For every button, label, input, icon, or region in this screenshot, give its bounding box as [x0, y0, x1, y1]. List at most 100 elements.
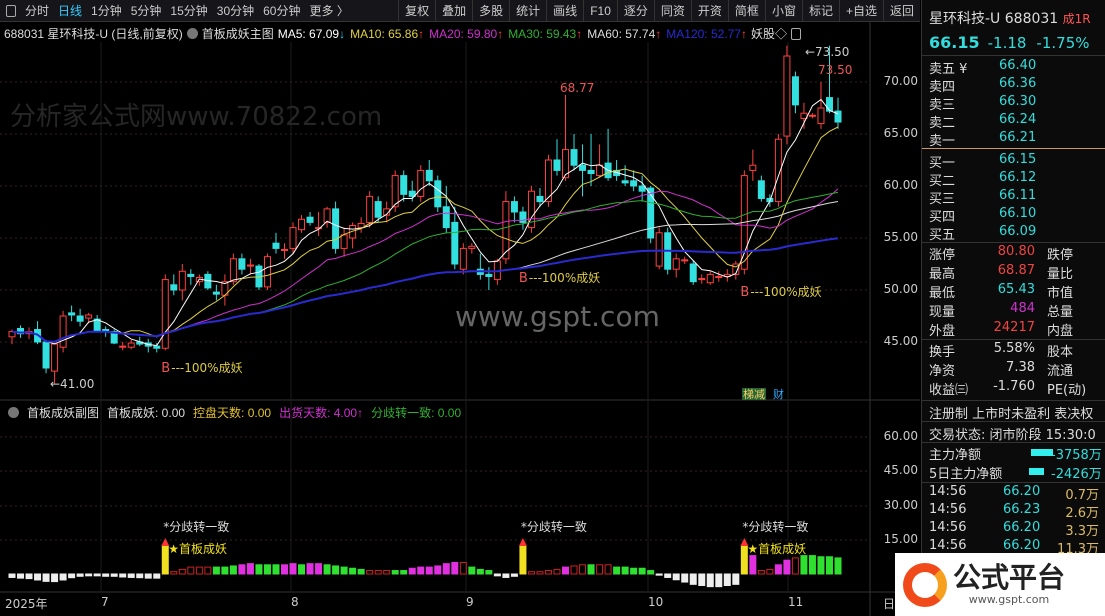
- sub-signal-label: *分歧转一致: [163, 519, 229, 534]
- indicator-bar: [800, 555, 808, 575]
- sub-legend: 首板成妖副图 首板成妖: 0.00 控盘天数: 0.00 出货天数: 4.00↑ 分歧…: [8, 404, 461, 421]
- indicator-bar: [349, 567, 357, 575]
- period-tab[interactable]: 5分钟: [130, 4, 162, 18]
- candle-body: [527, 190, 535, 229]
- candle: [263, 253, 271, 290]
- sub-formula-menu-icon[interactable]: [8, 407, 19, 418]
- toolbar-button[interactable]: 叠加: [435, 0, 472, 22]
- kline-chart[interactable]: 分析家公式网www.70822.com www.gspt.com 68.77 ←73.…: [0, 0, 920, 616]
- period-tab[interactable]: 15分钟: [170, 4, 208, 18]
- divider: [922, 482, 1105, 483]
- candle-body: [502, 201, 510, 260]
- period-tab[interactable]: 分时: [25, 4, 50, 18]
- formula-menu-icon[interactable]: [186, 28, 198, 39]
- tick-time: 14:56: [929, 484, 967, 499]
- indicator-bar: [383, 570, 391, 575]
- ma-direction-icon: ↑: [576, 26, 583, 41]
- sub-formula-name[interactable]: 首板成妖副图: [27, 406, 100, 420]
- panel-toggle-icon[interactable]: [6, 4, 16, 17]
- flow-value: -3758万: [1051, 448, 1102, 463]
- candle-body: [280, 248, 288, 251]
- period-tab[interactable]: 60分钟: [263, 4, 301, 18]
- quote-title: 星环科技-U 688031 成1R: [929, 8, 1091, 28]
- indicator-bar: [579, 564, 587, 575]
- candle: [476, 253, 484, 280]
- toolbar-button[interactable]: 逐分: [616, 0, 654, 22]
- toolbar-button[interactable]: 画线: [546, 0, 583, 22]
- indicator-bar: [791, 557, 799, 575]
- period-tab[interactable]: 1分钟: [91, 4, 122, 18]
- toolbar-button[interactable]: 小窗: [764, 0, 802, 22]
- toolbar-button[interactable]: +自选: [838, 0, 883, 22]
- candle: [630, 170, 638, 192]
- tick-time: 14:56: [929, 538, 967, 553]
- ma5-line: [11, 98, 839, 347]
- legend-toggle-icon[interactable]: [791, 27, 802, 40]
- candle-body: [127, 342, 135, 348]
- candle-body: [229, 258, 237, 283]
- candle-body: [689, 263, 697, 283]
- candle: [655, 227, 663, 270]
- badge-cai: 财: [773, 387, 784, 401]
- indicator-bar: [740, 545, 748, 575]
- candle-body: [630, 180, 638, 187]
- candle-body: [757, 180, 765, 199]
- ma-legend-item: MA60: 57.74↑: [587, 27, 661, 41]
- toolbar-button[interactable]: 复权: [398, 0, 435, 22]
- candle-body: [425, 169, 433, 182]
- quote-row: 收益㈢ -1.760 PE(动): [929, 379, 1105, 398]
- signal-b: B: [740, 285, 749, 300]
- bid-price: 66.15: [999, 152, 1037, 167]
- candle: [246, 258, 254, 275]
- indicator-bar: [732, 573, 740, 585]
- candle: [161, 274, 169, 351]
- divider: [922, 421, 1105, 422]
- period-tab[interactable]: 30分钟: [216, 4, 255, 18]
- formula-name[interactable]: 首板成妖主图: [201, 27, 274, 41]
- indicator-bar: [340, 566, 348, 575]
- signal-label: B ---100%成妖: [740, 285, 821, 300]
- indicator-bar: [613, 566, 621, 575]
- period-tab[interactable]: 更多 〉: [309, 4, 349, 18]
- last-price: 66.15: [929, 33, 980, 52]
- candle: [119, 342, 127, 351]
- indicator-bar: [706, 573, 714, 588]
- toolbar-button[interactable]: 开资: [690, 0, 728, 22]
- date-tick: 7: [101, 595, 109, 609]
- candle-body: [510, 201, 518, 213]
- indicator-bar: [672, 573, 680, 581]
- indicator-bar: [425, 566, 433, 575]
- tick-price: 66.23: [1003, 502, 1041, 517]
- bid-price: 66.10: [999, 206, 1037, 221]
- toolbar-button[interactable]: F10: [583, 0, 617, 22]
- toolbar-button[interactable]: 标记: [801, 0, 839, 22]
- candle: [579, 144, 587, 197]
- signal-text: ---100%成妖: [529, 271, 600, 285]
- candle-body: [153, 345, 161, 349]
- candle-body: [817, 107, 825, 125]
- indicator-bar: [834, 557, 842, 575]
- indicator-bar: [536, 571, 544, 575]
- candle-body: [553, 159, 561, 171]
- toolbar-button[interactable]: 返回: [882, 0, 920, 22]
- indicator-bar: [102, 573, 110, 577]
- candle-body: [212, 291, 220, 295]
- indicator-bar: [315, 563, 323, 575]
- candle: [468, 243, 476, 254]
- candle: [451, 206, 459, 270]
- ma-value: MA5: 67.09: [277, 26, 340, 41]
- price-tick: 50.00: [883, 282, 918, 296]
- toolbar-button[interactable]: 多股: [472, 0, 509, 22]
- candle-body: [119, 345, 127, 348]
- period-tab[interactable]: 日线: [58, 4, 83, 18]
- tick-price: 66.20: [1003, 520, 1041, 535]
- toolbar-button[interactable]: 统计: [509, 0, 546, 22]
- toolbar-button[interactable]: 简框: [727, 0, 765, 22]
- quote-row: 涨停 80.80 跌停: [929, 244, 1105, 263]
- yaogu-tag[interactable]: 妖股◇: [751, 27, 788, 41]
- signal-label: B ---100%成妖: [161, 361, 242, 376]
- toolbar-button[interactable]: 同资: [653, 0, 691, 22]
- candle: [536, 188, 544, 207]
- candle: [400, 170, 408, 202]
- indicator-bar: [766, 568, 774, 575]
